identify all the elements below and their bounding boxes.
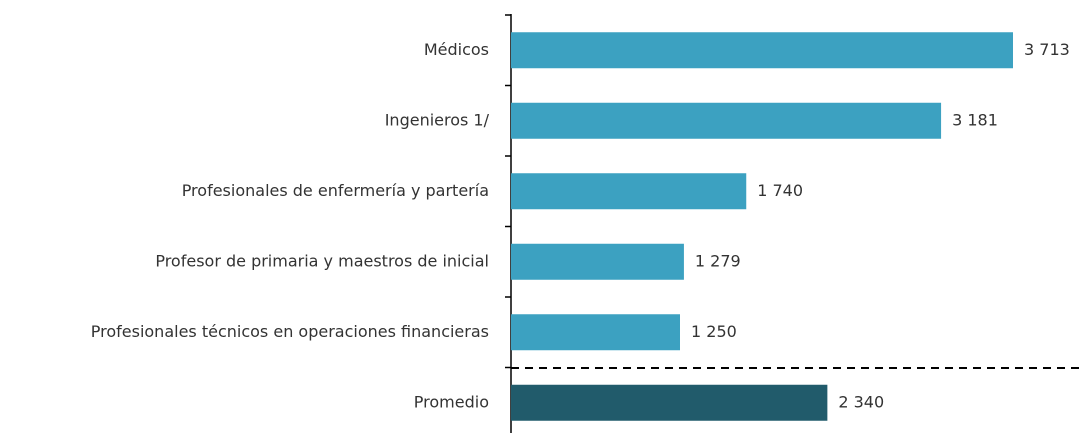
category-label: Promedio [414,392,489,411]
category-label: Profesionales técnicos en operaciones fi… [91,322,489,341]
value-label: 1 279 [695,251,741,270]
category-label: Médicos [424,40,489,59]
category-label: Profesor de primaria y maestros de inici… [155,251,489,270]
category-label: Ingenieros 1/ [385,110,490,129]
bar [511,384,828,421]
value-label: 1 740 [757,181,803,200]
category-label: Profesionales de enfermería y partería [182,181,489,200]
bar [511,32,1013,69]
value-label: 2 340 [838,392,884,411]
value-label: 1 250 [691,322,737,341]
bar [511,102,942,139]
value-label: 3 181 [952,110,998,129]
value-label: 3 713 [1024,40,1070,59]
bar [511,173,747,210]
bar [511,314,681,351]
bar [511,243,684,280]
